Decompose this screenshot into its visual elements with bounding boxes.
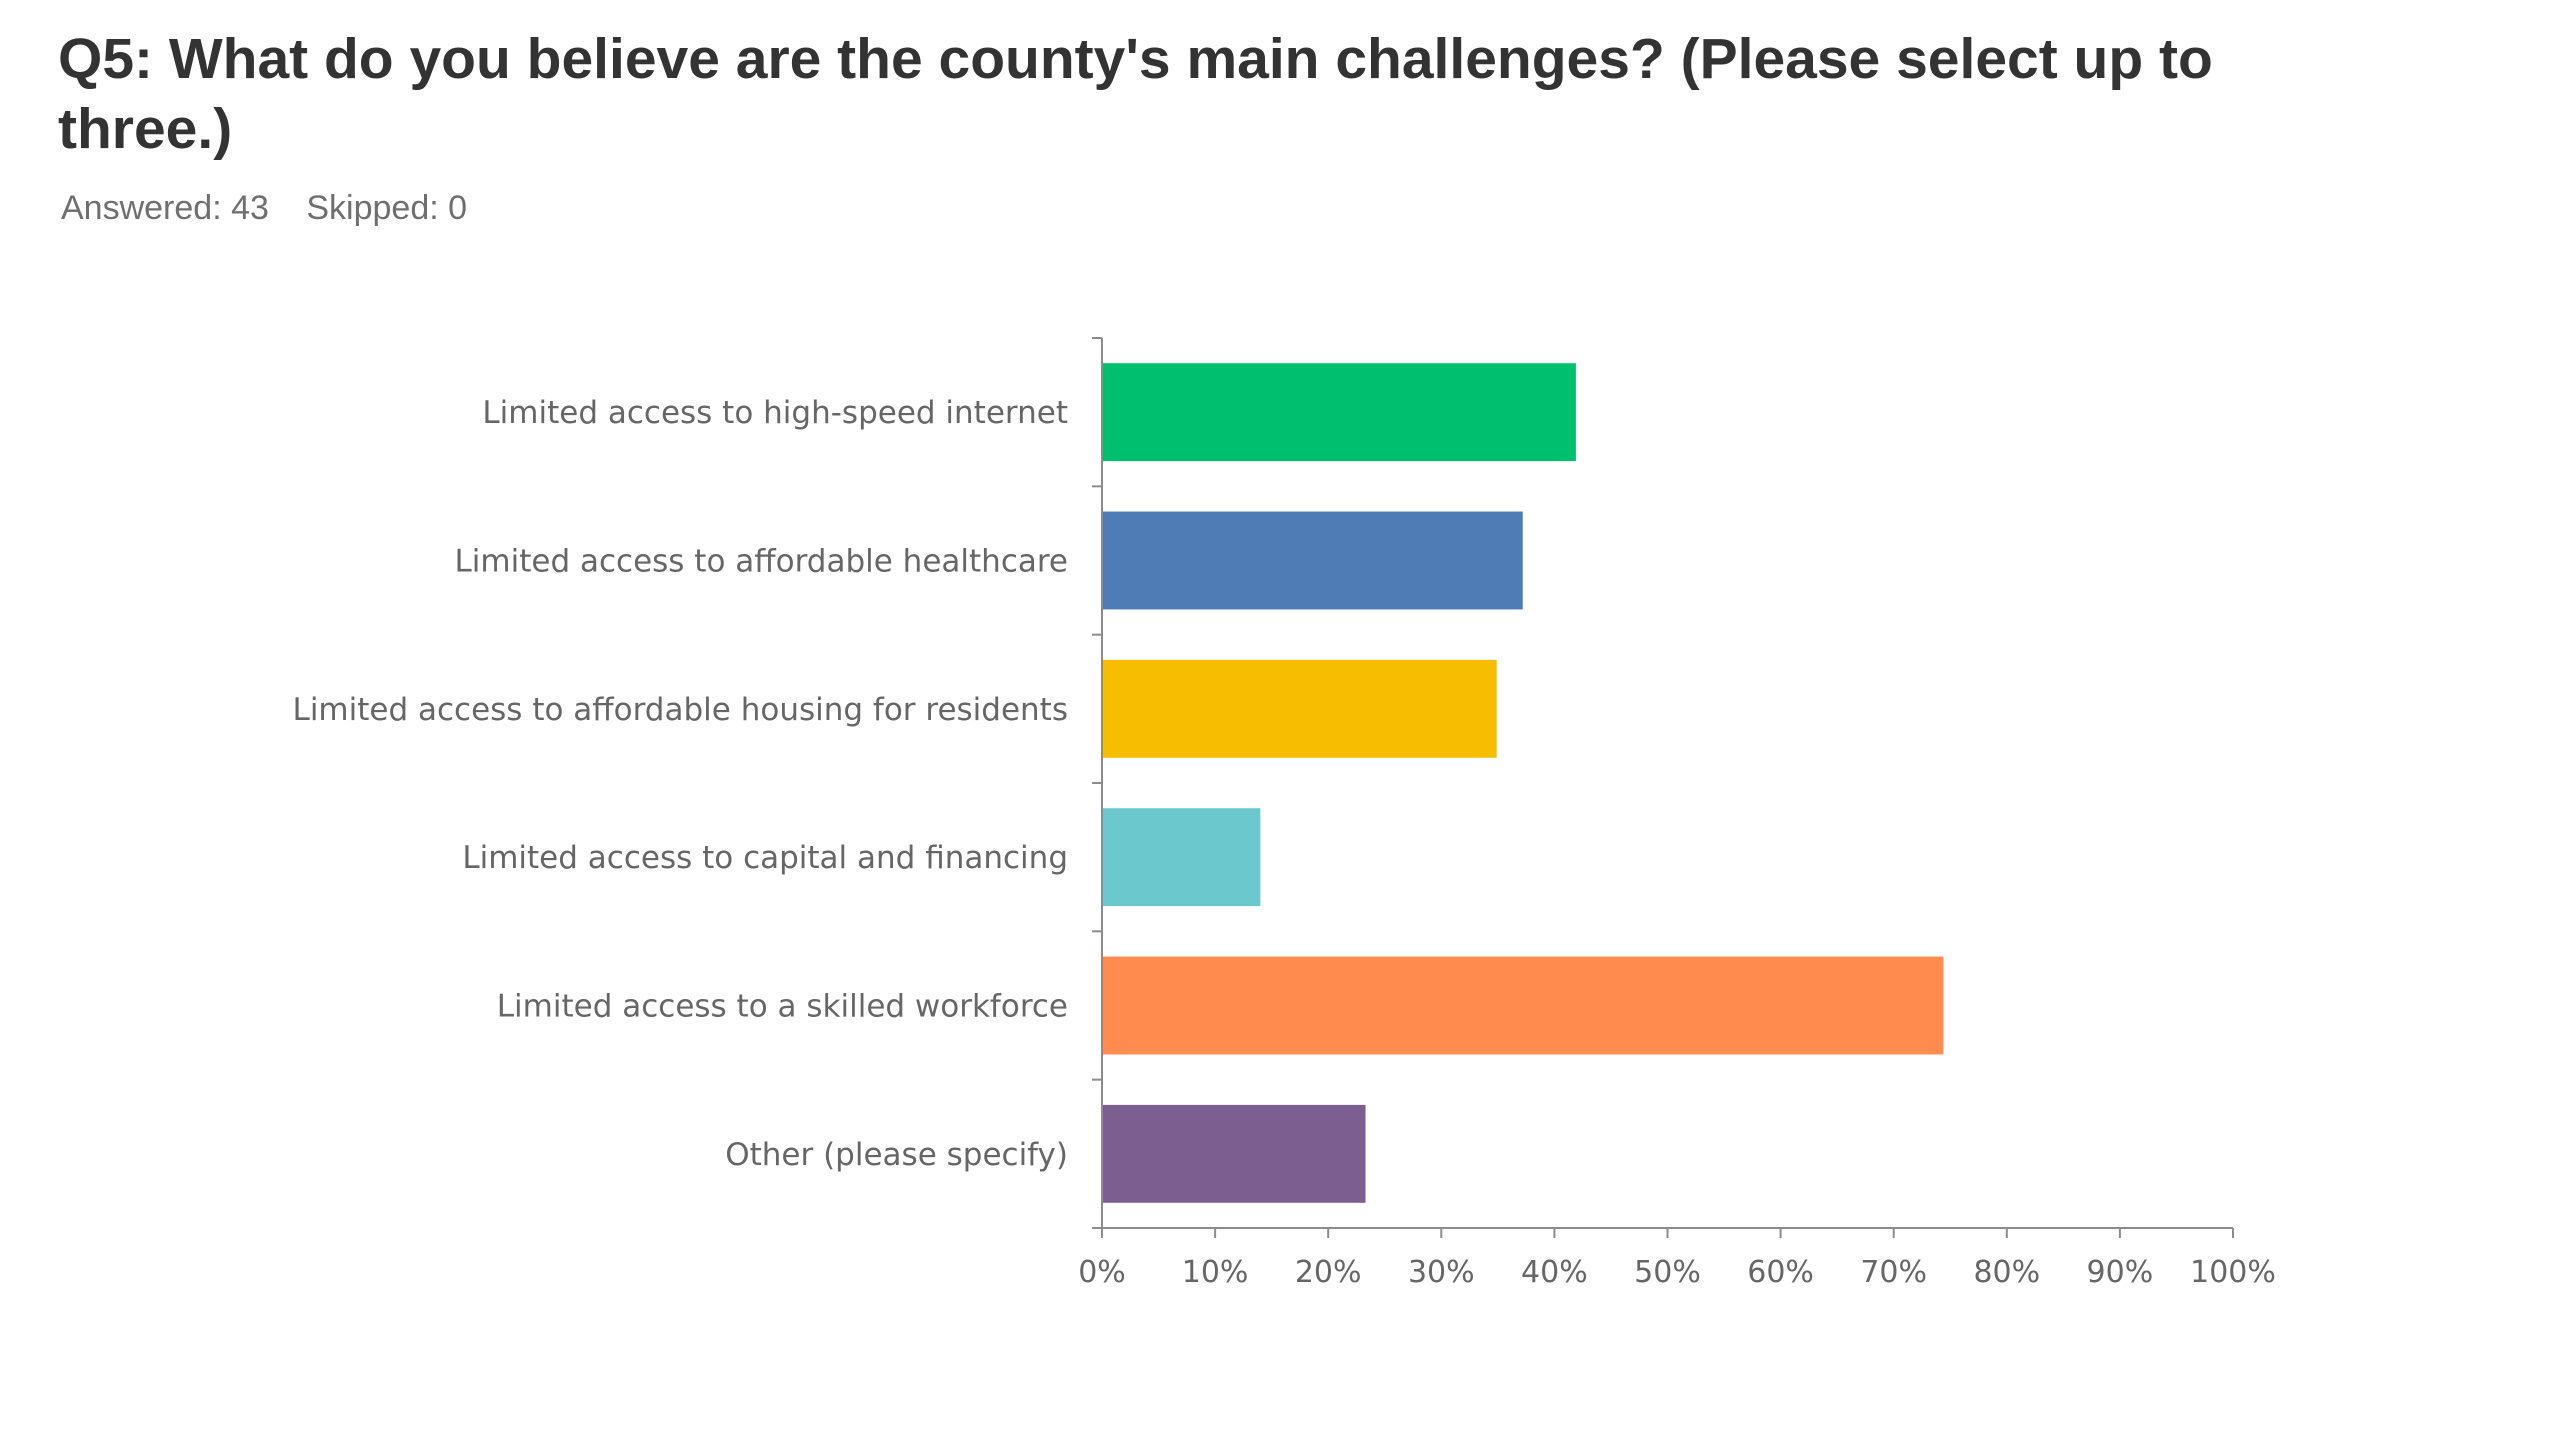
category-label: Limited access to affordable housing for… [293,692,1068,728]
x-tick-label: 90% [2087,1255,2154,1290]
x-tick-label: 20% [1295,1255,1362,1290]
bar [1102,363,1576,462]
category-label: Limited access to a skilled workforce [497,989,1068,1025]
question-title: Q5: What do you believe are the county's… [58,27,2213,161]
answered-count: Answered: 43 [61,189,269,227]
bar [1102,808,1261,907]
skipped-count: Skipped: 0 [306,189,468,227]
x-tick-label: 0% [1078,1255,1126,1290]
x-tick-label: 30% [1408,1255,1475,1290]
x-tick-label: 70% [1860,1255,1927,1290]
bar [1102,1104,1366,1203]
response-stats: Answered: 43 Skipped: 0 [61,186,495,230]
category-label: Limited access to capital and financing [462,840,1068,876]
x-tick-label: 10% [1182,1255,1249,1290]
bar [1102,511,1523,610]
bar [1102,956,1944,1055]
x-tick-label: 50% [1634,1255,1701,1290]
x-tick-label: 40% [1521,1255,1588,1290]
x-tick-label: 60% [1747,1255,1814,1290]
x-tick-label: 100% [2190,1255,2276,1290]
bar [1102,659,1497,758]
x-tick-label: 80% [1973,1255,2040,1290]
category-label: Limited access to affordable healthcare [455,544,1068,580]
category-label: Limited access to high-speed internet [482,395,1068,431]
category-label: Other (please specify) [725,1137,1068,1173]
